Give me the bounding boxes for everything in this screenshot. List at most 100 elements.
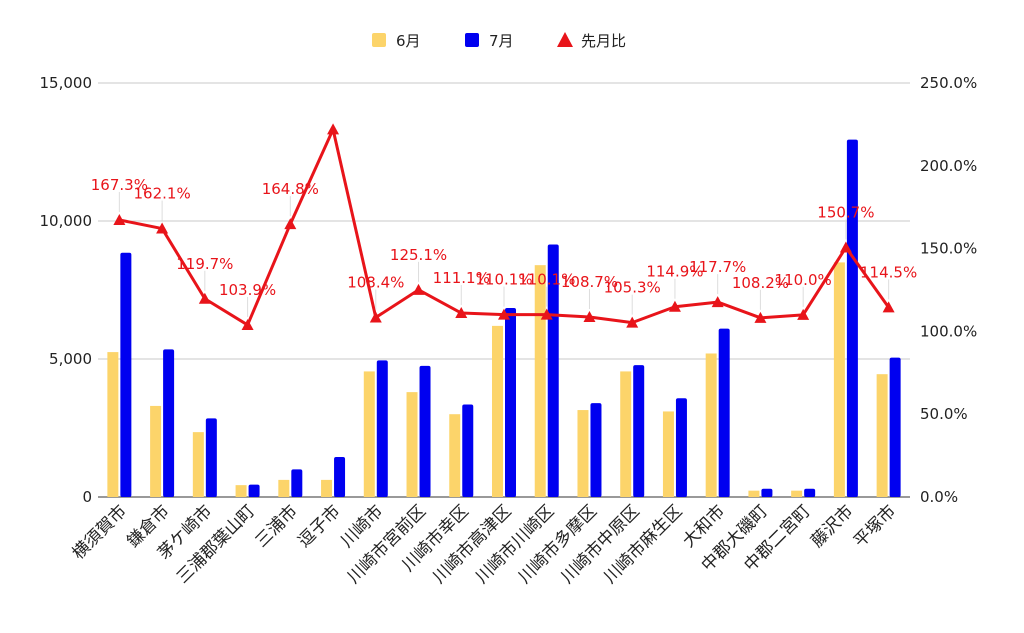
data-label: 125.1% xyxy=(390,246,447,264)
ratio-marker xyxy=(754,311,767,323)
data-label: 105.3% xyxy=(604,279,661,297)
category-label: 平塚市 xyxy=(850,501,900,551)
right-tick-label: 50.0% xyxy=(920,405,968,423)
category-label: 横須賀市 xyxy=(69,501,131,563)
left-tick-label: 5,000 xyxy=(49,350,92,368)
data-label: 162.1% xyxy=(134,185,191,203)
ratio-marker xyxy=(412,283,425,295)
bar-7月 xyxy=(633,365,645,497)
bar-7月 xyxy=(205,418,217,497)
bar-6月 xyxy=(748,490,760,497)
bar-6月 xyxy=(791,490,803,497)
bar-7月 xyxy=(163,349,175,497)
ratio-marker xyxy=(882,301,895,313)
category-label: 逗子市 xyxy=(294,501,344,551)
bar-7月 xyxy=(505,307,516,497)
ratio-marker xyxy=(156,222,169,234)
legend-swatch xyxy=(465,33,479,47)
bar-6月 xyxy=(833,262,845,497)
data-label: 150.7% xyxy=(817,203,874,221)
data-label: 111.1% xyxy=(433,269,490,287)
bar-6月 xyxy=(705,353,717,497)
data-label: 164.8% xyxy=(262,180,319,198)
ratio-marker xyxy=(284,218,297,230)
bar-7月 xyxy=(675,398,687,497)
bar-7月 xyxy=(419,365,431,497)
bar-6月 xyxy=(492,325,503,497)
ratio-marker xyxy=(498,308,510,320)
legend-label: 先月比 xyxy=(581,32,626,50)
data-labels: 167.3%162.1% 119.7% 103.9% 164.8% 108.4% 125.… xyxy=(91,176,917,317)
data-label: 117.7% xyxy=(689,258,746,276)
bar-6月 xyxy=(449,414,461,497)
legend: 6月 7月 先月比 xyxy=(372,32,626,50)
data-label: 114.5% xyxy=(860,263,917,281)
bar-7月 xyxy=(761,488,773,497)
legend-swatch xyxy=(372,33,386,47)
data-label: 114.9% xyxy=(646,263,703,281)
ratio-marker xyxy=(711,296,724,308)
right-tick-label: 150.0% xyxy=(920,240,977,258)
left-tick-label: 0 xyxy=(82,488,92,506)
bar-6月 xyxy=(107,352,119,497)
data-label: 167.3% xyxy=(91,176,148,194)
bar-7月 xyxy=(334,456,346,497)
ratio-marker xyxy=(668,300,681,312)
bar-7月 xyxy=(804,488,816,497)
ratio-marker xyxy=(797,308,810,320)
bar-7月 xyxy=(291,469,303,497)
bar-6月 xyxy=(192,432,204,497)
ratio-marker xyxy=(455,307,468,319)
legend-swatch xyxy=(557,32,573,47)
bar-7月 xyxy=(120,252,132,497)
right-tick-label: 250.0% xyxy=(920,74,977,92)
ratio-marker xyxy=(113,213,126,225)
data-label: 108.7% xyxy=(561,273,618,291)
right-y-axis: 0.0% 50.0% 100.0% 150.0% 200.0% 250.0% xyxy=(920,74,977,506)
ratio-marker xyxy=(241,318,254,330)
bar-6月 xyxy=(406,392,418,497)
data-label: 108.2% xyxy=(732,274,789,292)
bar-7月 xyxy=(889,357,901,497)
bar-6月 xyxy=(662,411,674,497)
ratio-marker xyxy=(583,310,596,322)
bar-6月 xyxy=(577,410,589,497)
bar-6月 xyxy=(620,371,632,497)
left-tick-label: 10,000 xyxy=(40,212,93,230)
bar-6月 xyxy=(235,485,247,497)
right-tick-label: 100.0% xyxy=(920,322,977,340)
category-label: 藤沢市 xyxy=(807,501,857,551)
data-label: 110.1% xyxy=(518,271,575,289)
data-label: 110.1% xyxy=(475,271,532,289)
ratio-marker xyxy=(839,241,852,253)
left-y-axis: 0 5,000 10,000 15,000 xyxy=(40,74,93,506)
bars xyxy=(107,139,901,497)
bar-7月 xyxy=(462,404,474,497)
bar-6月 xyxy=(534,265,546,497)
ratio-marker xyxy=(369,311,382,323)
legend-label: 6月 xyxy=(396,32,421,50)
bar-7月 xyxy=(376,360,388,497)
bar-7月 xyxy=(718,328,730,497)
bar-7月 xyxy=(248,484,260,497)
data-label: 108.4% xyxy=(347,273,404,291)
data-label: 110.0% xyxy=(775,271,832,289)
data-label: 103.9% xyxy=(219,281,276,299)
category-label: 三浦市 xyxy=(252,501,302,551)
bar-6月 xyxy=(876,374,888,497)
right-tick-label: 0.0% xyxy=(920,488,958,506)
x-axis-categories: 横須賀市鎌倉市茅ケ崎市三浦郡葉山町三浦市逗子市川崎市川崎市宮前区川崎市幸区川崎市… xyxy=(69,501,900,587)
right-tick-label: 200.0% xyxy=(920,157,977,175)
ratio-line xyxy=(113,123,895,330)
left-tick-label: 15,000 xyxy=(40,74,93,92)
bar-7月 xyxy=(590,403,602,497)
bar-6月 xyxy=(278,479,290,497)
bar-6月 xyxy=(150,405,162,497)
ratio-marker xyxy=(198,292,211,304)
legend-label: 7月 xyxy=(489,32,514,50)
gridlines xyxy=(98,82,910,498)
data-label: 119.7% xyxy=(176,255,233,273)
ratio-marker xyxy=(626,316,639,328)
bar-7月 xyxy=(547,244,559,497)
